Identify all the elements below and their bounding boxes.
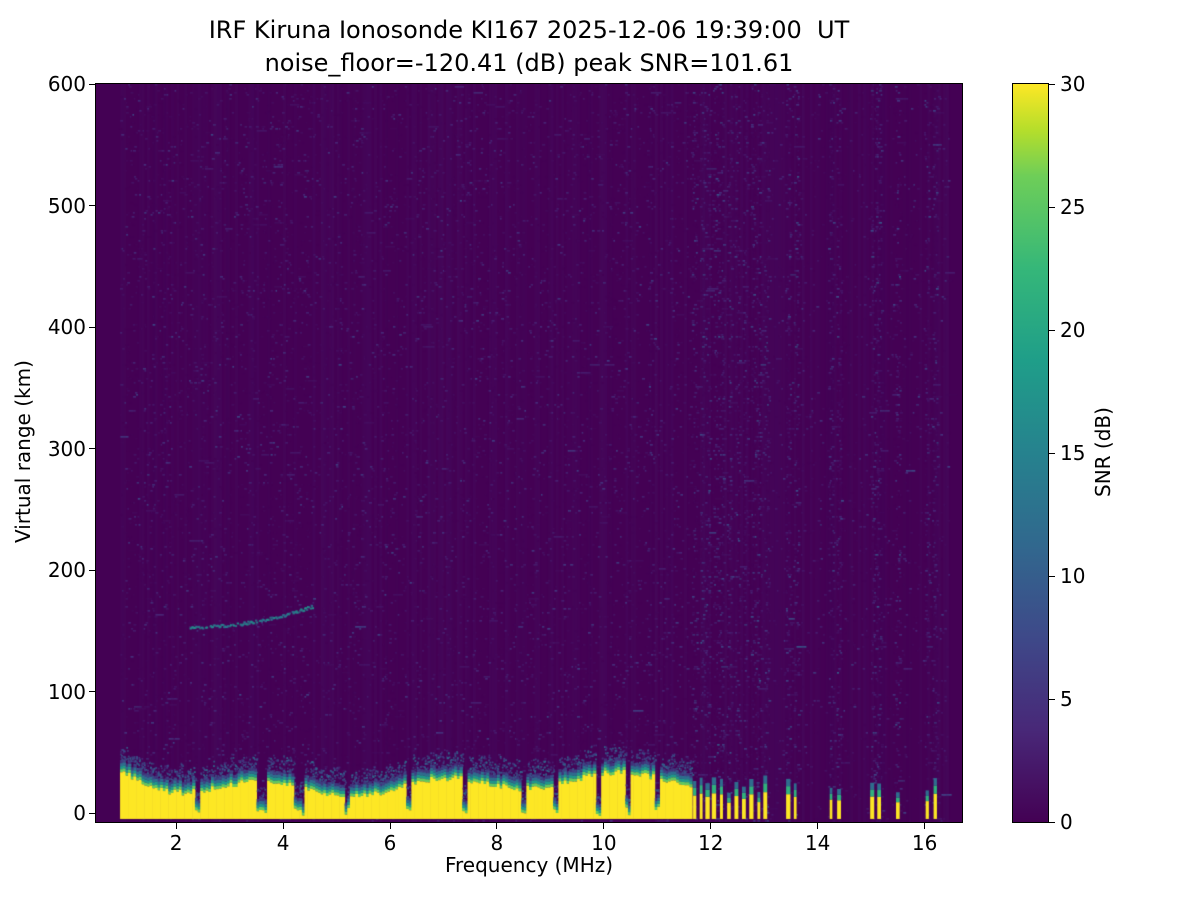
y-tick-label: 0: [73, 801, 86, 826]
x-tick-mark: [282, 823, 284, 829]
colorbar-tick-label: 30: [1060, 72, 1086, 96]
y-tick-label: 100: [47, 679, 86, 704]
x-tick-mark: [389, 823, 391, 829]
chart-title: IRF Kiruna Ionosonde KI167 2025-12-06 19…: [208, 16, 850, 44]
x-tick-mark: [175, 823, 177, 829]
y-tick-mark: [89, 569, 95, 571]
colorbar-tick-label: 5: [1060, 687, 1073, 711]
colorbar-tick-label: 25: [1060, 195, 1086, 219]
chart-subtitle: noise_floor=-120.41 (dB) peak SNR=101.61: [264, 49, 794, 77]
colorbar-tick-mark: [1049, 575, 1055, 577]
x-tick-mark: [603, 823, 605, 829]
chart-title-block: IRF Kiruna Ionosonde KI167 2025-12-06 19…: [96, 14, 962, 80]
x-tick-mark: [924, 823, 926, 829]
y-tick-mark: [89, 326, 95, 328]
colorbar-tick-label: 20: [1060, 318, 1086, 342]
y-tick-label: 300: [47, 436, 86, 461]
y-tick-mark: [89, 691, 95, 693]
x-tick-mark: [496, 823, 498, 829]
colorbar-tick-label: 15: [1060, 441, 1086, 465]
y-tick-label: 400: [47, 315, 86, 340]
colorbar-tick-mark: [1049, 821, 1055, 823]
y-tick-mark: [89, 83, 95, 85]
colorbar-tick-label: 0: [1060, 810, 1073, 834]
y-tick-label: 600: [47, 72, 86, 96]
x-tick-label: 14: [804, 831, 831, 855]
colorbar-tick-mark: [1049, 206, 1055, 208]
colorbar-tick-mark: [1049, 452, 1055, 454]
y-tick-mark: [89, 448, 95, 450]
plot-area: [95, 83, 963, 823]
x-tick-label: 12: [698, 831, 724, 855]
colorbar-tick-mark: [1049, 698, 1055, 700]
x-tick-mark: [817, 823, 819, 829]
x-tick-mark: [710, 823, 712, 829]
x-tick-label: 2: [169, 831, 183, 855]
x-tick-label: 4: [276, 831, 290, 855]
x-tick-label: 10: [591, 831, 617, 855]
colorbar-tick-label: 10: [1060, 564, 1086, 588]
x-axis-label: Frequency (MHz): [444, 853, 614, 877]
y-tick-mark: [89, 205, 95, 207]
colorbar: [1012, 83, 1049, 823]
x-tick-label: 6: [383, 831, 397, 855]
x-tick-label: 16: [911, 831, 938, 855]
ionogram-heatmap-canvas: [96, 84, 962, 822]
x-tick-label: 8: [490, 831, 504, 855]
y-tick-label: 200: [47, 558, 86, 583]
y-tick-label: 500: [47, 193, 86, 218]
colorbar-tick-mark: [1049, 83, 1055, 85]
colorbar-tick-mark: [1049, 329, 1055, 331]
colorbar-gradient: [1013, 84, 1048, 822]
colorbar-label: SNR (dB): [1091, 407, 1115, 497]
y-tick-mark: [89, 812, 95, 814]
